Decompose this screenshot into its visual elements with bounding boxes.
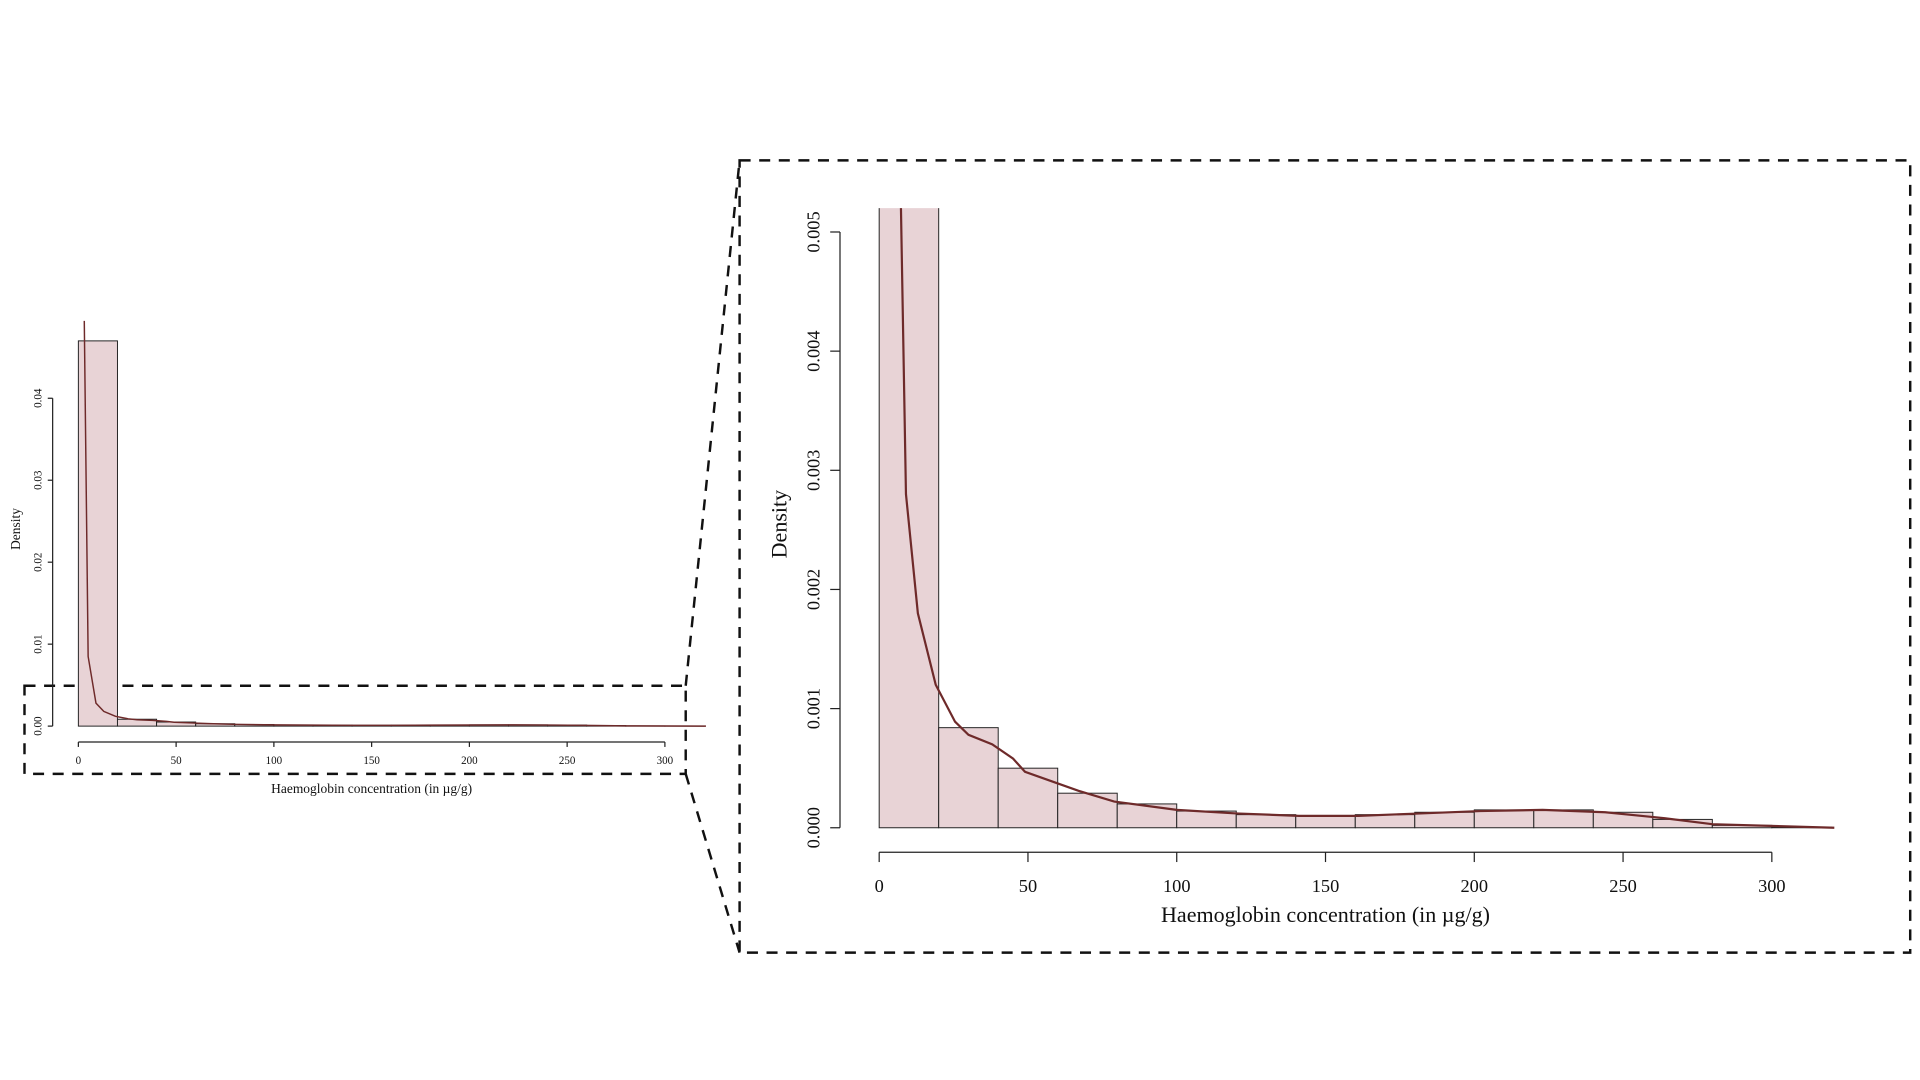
y-tick-label: 0.03 bbox=[33, 470, 45, 490]
x-tick-label: 250 bbox=[1609, 876, 1637, 896]
x-axis-label: Haemoglobin concentration (in µg/g) bbox=[271, 781, 472, 796]
bar bbox=[1414, 811, 1475, 829]
bar bbox=[938, 727, 999, 829]
x-axis-label: Haemoglobin concentration (in µg/g) bbox=[1161, 902, 1490, 927]
y-tick-label: 0.04 bbox=[33, 388, 45, 408]
zoom-connector bbox=[684, 160, 741, 686]
x-tick-label: 200 bbox=[461, 755, 478, 767]
bar bbox=[1473, 809, 1535, 829]
x-tick-label: 250 bbox=[559, 755, 576, 767]
plot-area bbox=[77, 320, 706, 727]
bar bbox=[1235, 814, 1297, 829]
x-tick-label: 200 bbox=[1461, 876, 1489, 896]
y-tick-label: 0.02 bbox=[33, 553, 45, 572]
y-tick-label: 0.001 bbox=[804, 688, 824, 729]
bar bbox=[1295, 815, 1356, 829]
y-tick-label: 0.003 bbox=[804, 450, 824, 491]
x-tick-label: 300 bbox=[657, 755, 674, 767]
y-tick-label: 0.00 bbox=[33, 716, 45, 736]
y-tick-label: 0.000 bbox=[804, 807, 824, 848]
x-tick-label: 50 bbox=[1019, 876, 1037, 896]
y-tick-label: 0.005 bbox=[804, 211, 824, 252]
x-tick-label: 0 bbox=[76, 755, 82, 767]
x-tick-label: 0 bbox=[875, 876, 884, 896]
zoom-frame bbox=[738, 159, 1912, 954]
x-tick-label: 100 bbox=[266, 755, 283, 767]
zoom-region bbox=[23, 684, 687, 776]
bar bbox=[878, 208, 940, 829]
x-tick-label: 300 bbox=[1758, 876, 1786, 896]
y-tick-label: 0.004 bbox=[804, 330, 824, 371]
bar bbox=[997, 767, 1059, 829]
y-tick-label: 0.002 bbox=[804, 569, 824, 610]
density-curve bbox=[83, 320, 706, 727]
x-tick-label: 150 bbox=[363, 755, 380, 767]
x-tick-label: 150 bbox=[1312, 876, 1340, 896]
x-tick-label: 50 bbox=[171, 755, 183, 767]
y-axis-label: Density bbox=[766, 490, 791, 559]
density-curve bbox=[899, 208, 1835, 829]
plot-area bbox=[878, 208, 1835, 829]
y-axis-label: Density bbox=[8, 508, 23, 550]
zoom-connector bbox=[684, 773, 741, 954]
x-tick-label: 100 bbox=[1163, 876, 1191, 896]
bar bbox=[77, 340, 118, 727]
bar bbox=[1057, 792, 1118, 829]
bar bbox=[1116, 803, 1178, 829]
y-tick-label: 0.01 bbox=[33, 635, 45, 654]
